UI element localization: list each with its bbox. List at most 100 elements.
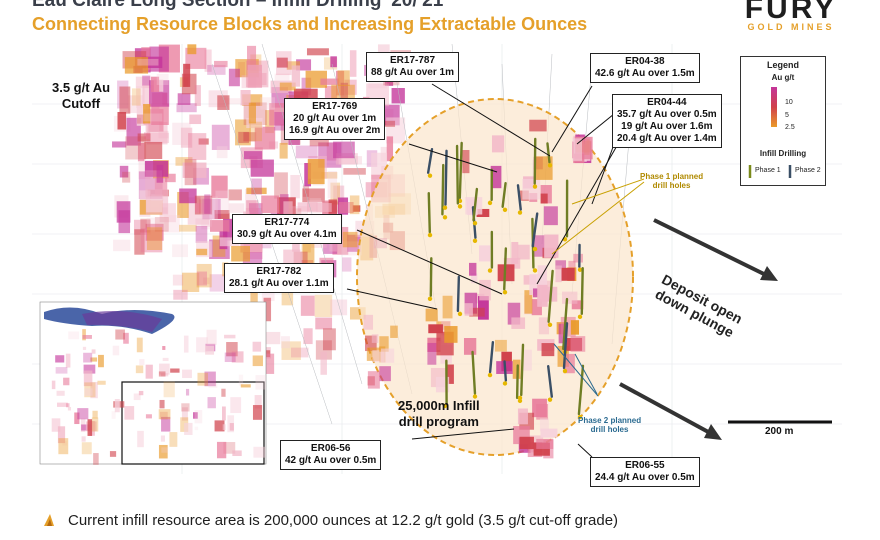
resource-block bbox=[135, 76, 151, 89]
resource-block bbox=[276, 57, 288, 68]
drill-pierce-point bbox=[487, 200, 493, 206]
resource-block bbox=[194, 410, 203, 424]
resource-block bbox=[206, 329, 217, 345]
legend-infill-title: Infill Drilling bbox=[759, 149, 807, 158]
callout-id: ER04-44 bbox=[647, 97, 687, 108]
callout-line: 24.4 g/t Au over 0.5m bbox=[595, 472, 695, 483]
resource-block bbox=[169, 432, 178, 447]
resource-block bbox=[224, 352, 236, 363]
resource-block bbox=[377, 44, 390, 58]
resource-block bbox=[124, 406, 135, 420]
program-line1: 25,000m Infill bbox=[398, 398, 480, 413]
callout-er04-38: ER04-38 42.6 g/t Au over 1.5m bbox=[590, 53, 700, 83]
resource-block bbox=[511, 317, 526, 329]
resource-block bbox=[232, 450, 242, 457]
drill-pierce-point bbox=[442, 403, 448, 409]
resource-block bbox=[131, 88, 141, 106]
resource-block bbox=[555, 265, 562, 283]
resource-block bbox=[491, 135, 505, 153]
resource-block bbox=[246, 187, 267, 195]
resource-block bbox=[469, 262, 477, 276]
callout-id: ER17-769 bbox=[312, 101, 358, 112]
resource-block bbox=[538, 317, 550, 335]
resource-block bbox=[222, 424, 227, 431]
callout-er04-44: ER04-44 35.7 g/t Au over 0.5m 19 g/t Au … bbox=[612, 94, 722, 148]
resource-block bbox=[274, 172, 288, 199]
resource-block bbox=[161, 447, 169, 453]
resource-block bbox=[519, 436, 534, 450]
resource-block bbox=[199, 199, 212, 214]
resource-block bbox=[158, 409, 171, 420]
resource-block bbox=[228, 189, 242, 201]
phase2-label: Phase 2 planned drill holes bbox=[578, 416, 641, 434]
drill-hole bbox=[472, 187, 479, 222]
resource-block bbox=[300, 295, 315, 316]
resource-block bbox=[479, 245, 491, 262]
resource-block bbox=[470, 273, 478, 284]
resource-block bbox=[215, 190, 230, 214]
logo-word: FURY bbox=[744, 0, 838, 20]
drill-pierce-point bbox=[547, 163, 553, 168]
drill-pierce-point bbox=[517, 395, 523, 401]
resource-block bbox=[57, 402, 68, 407]
resource-block bbox=[446, 364, 454, 384]
drill-hole bbox=[531, 212, 539, 248]
resource-block bbox=[330, 299, 348, 316]
drill-hole bbox=[547, 365, 554, 398]
legend-tick-10: 10 bbox=[785, 99, 793, 106]
resource-block bbox=[134, 229, 145, 255]
cutoff-label-line1: 3.5 g/t Au bbox=[52, 80, 111, 95]
resource-block bbox=[84, 388, 93, 396]
fury-logo: FURY GOLD MINES bbox=[716, 0, 866, 36]
resource-block bbox=[570, 336, 586, 352]
resource-block bbox=[379, 366, 391, 382]
resource-block bbox=[202, 198, 221, 220]
resource-block bbox=[177, 93, 191, 105]
drill-hole bbox=[547, 269, 554, 323]
resource-block bbox=[320, 78, 340, 85]
resource-block bbox=[214, 420, 225, 432]
resource-block bbox=[161, 416, 171, 432]
resource-block bbox=[111, 411, 116, 419]
resource-block bbox=[146, 217, 169, 231]
resource-block bbox=[51, 418, 61, 432]
resource-block bbox=[207, 64, 226, 75]
resource-block bbox=[145, 414, 152, 419]
drill-pierce-point bbox=[577, 314, 583, 320]
resource-block bbox=[144, 141, 163, 160]
resource-block bbox=[201, 209, 211, 230]
resource-block bbox=[371, 334, 379, 343]
resource-block bbox=[162, 346, 166, 350]
resource-block bbox=[255, 375, 266, 390]
resource-block bbox=[279, 142, 288, 159]
resource-block bbox=[172, 244, 188, 258]
resource-block bbox=[118, 210, 131, 234]
resource-block bbox=[216, 441, 227, 459]
resource-block bbox=[263, 353, 275, 374]
resource-block bbox=[254, 126, 276, 150]
resource-block bbox=[182, 272, 200, 292]
resource-block bbox=[173, 289, 188, 300]
resource-block bbox=[211, 124, 230, 150]
resource-block bbox=[260, 97, 275, 110]
callout-er17-782: ER17-782 28.1 g/t Au over 1.1m bbox=[224, 263, 334, 293]
callout-line: 88 g/t Au over 1m bbox=[371, 67, 454, 78]
resource-block bbox=[176, 103, 197, 113]
resource-block bbox=[163, 381, 175, 398]
resource-block bbox=[77, 408, 89, 420]
resource-block bbox=[170, 368, 180, 373]
drill-hole bbox=[488, 340, 495, 374]
resource-block bbox=[55, 367, 68, 374]
resource-block bbox=[224, 334, 236, 339]
callout-line: 42 g/t Au over 0.5m bbox=[285, 455, 377, 466]
resource-block bbox=[302, 242, 315, 263]
resource-block bbox=[428, 324, 443, 334]
resource-block bbox=[228, 68, 240, 87]
resource-block bbox=[58, 438, 69, 455]
resource-block bbox=[442, 295, 453, 319]
resource-block bbox=[183, 335, 189, 353]
drill-hole bbox=[515, 364, 519, 400]
resource-block bbox=[544, 234, 559, 258]
resource-block bbox=[114, 398, 120, 413]
resource-block bbox=[117, 111, 127, 130]
